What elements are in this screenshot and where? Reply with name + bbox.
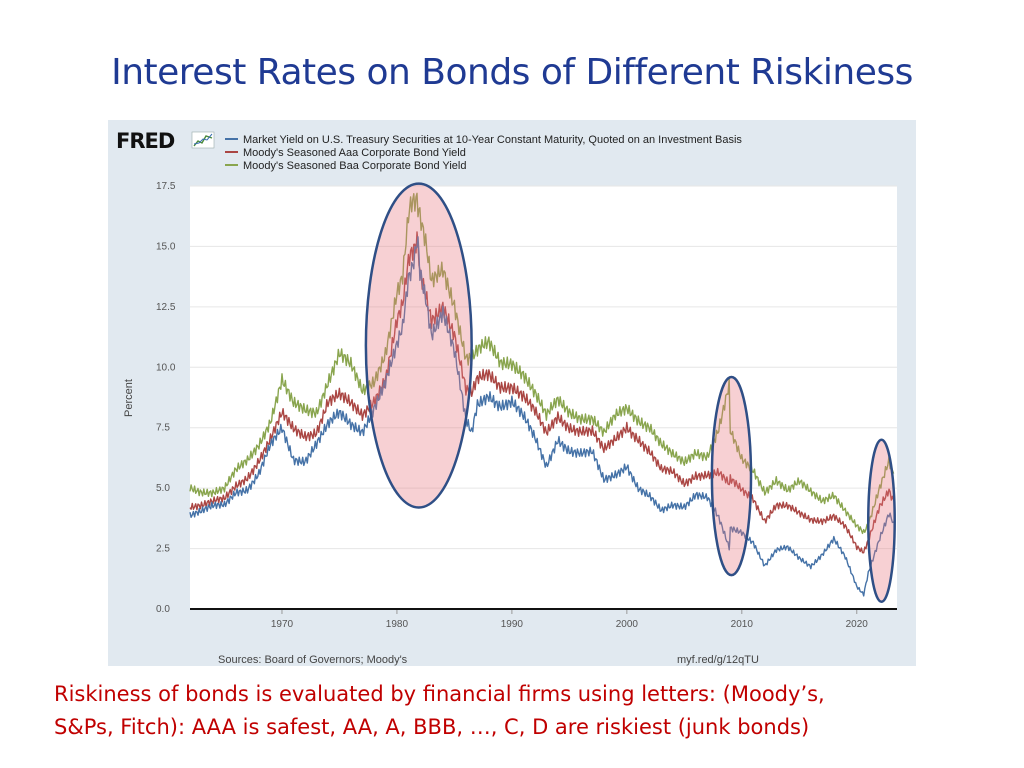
fred-chart-panel: FRED Market Yield on U.S. Treasury Secur… bbox=[108, 120, 916, 666]
y-tick-label: 5.0 bbox=[156, 483, 170, 494]
highlight-ellipse-2 bbox=[867, 438, 896, 603]
y-tick-label: 12.5 bbox=[156, 302, 176, 313]
y-tick-label: 0.0 bbox=[156, 604, 170, 615]
series bbox=[189, 192, 895, 597]
legend-label-baa: Moody's Seasoned Baa Corporate Bond Yiel… bbox=[243, 160, 466, 172]
y-tick-label: 2.5 bbox=[156, 544, 170, 555]
legend-label-aaa: Moody's Seasoned Aaa Corporate Bond Yiel… bbox=[243, 147, 466, 159]
x-axis-ticks: 1970 1980 1990 2000 2010 2020 bbox=[271, 609, 868, 630]
caption-line-1: Riskiness of bonds is evaluated by finan… bbox=[54, 682, 825, 706]
slide-title: Interest Rates on Bonds of Different Ris… bbox=[111, 52, 913, 93]
x-tick-label: 2010 bbox=[731, 619, 754, 630]
highlights bbox=[364, 182, 896, 603]
y-tick-label: 7.5 bbox=[156, 423, 170, 434]
source-note: Sources: Board of Governors; Moody's bbox=[218, 654, 408, 666]
y-tick-label: 17.5 bbox=[156, 181, 176, 192]
plot-area bbox=[190, 186, 897, 609]
x-tick-label: 1980 bbox=[386, 619, 409, 630]
fred-logo-graph-icon bbox=[191, 131, 215, 149]
fred-chart: FRED Market Yield on U.S. Treasury Secur… bbox=[116, 129, 897, 666]
y-tick-label: 15.0 bbox=[156, 241, 176, 252]
x-tick-label: 2000 bbox=[616, 619, 639, 630]
x-tick-label: 1970 bbox=[271, 619, 294, 630]
series-line-1 bbox=[189, 231, 895, 554]
caption-line-2: S&Ps, Fitch): AAA is safest, AA, A, BBB,… bbox=[54, 715, 810, 739]
series-line-0 bbox=[189, 236, 894, 597]
x-tick-label: 1990 bbox=[501, 619, 524, 630]
highlight-ellipse-0 bbox=[364, 182, 473, 509]
caption: Riskiness of bonds is evaluated by finan… bbox=[54, 678, 984, 744]
x-tick-label: 2020 bbox=[846, 619, 869, 630]
legend: Market Yield on U.S. Treasury Securities… bbox=[225, 134, 742, 172]
y-axis-ticks: 0.0 2.5 5.0 7.5 10.0 12.5 15.0 17.5 bbox=[156, 181, 176, 615]
series-line-2 bbox=[189, 192, 895, 535]
highlight-ellipse-1 bbox=[710, 375, 753, 577]
fred-logo: FRED bbox=[116, 129, 175, 153]
y-axis-label: Percent bbox=[123, 379, 135, 417]
short-link[interactable]: myf.red/g/12qTU bbox=[677, 654, 759, 666]
y-tick-label: 10.0 bbox=[156, 362, 176, 373]
legend-label-treasury: Market Yield on U.S. Treasury Securities… bbox=[243, 134, 742, 146]
